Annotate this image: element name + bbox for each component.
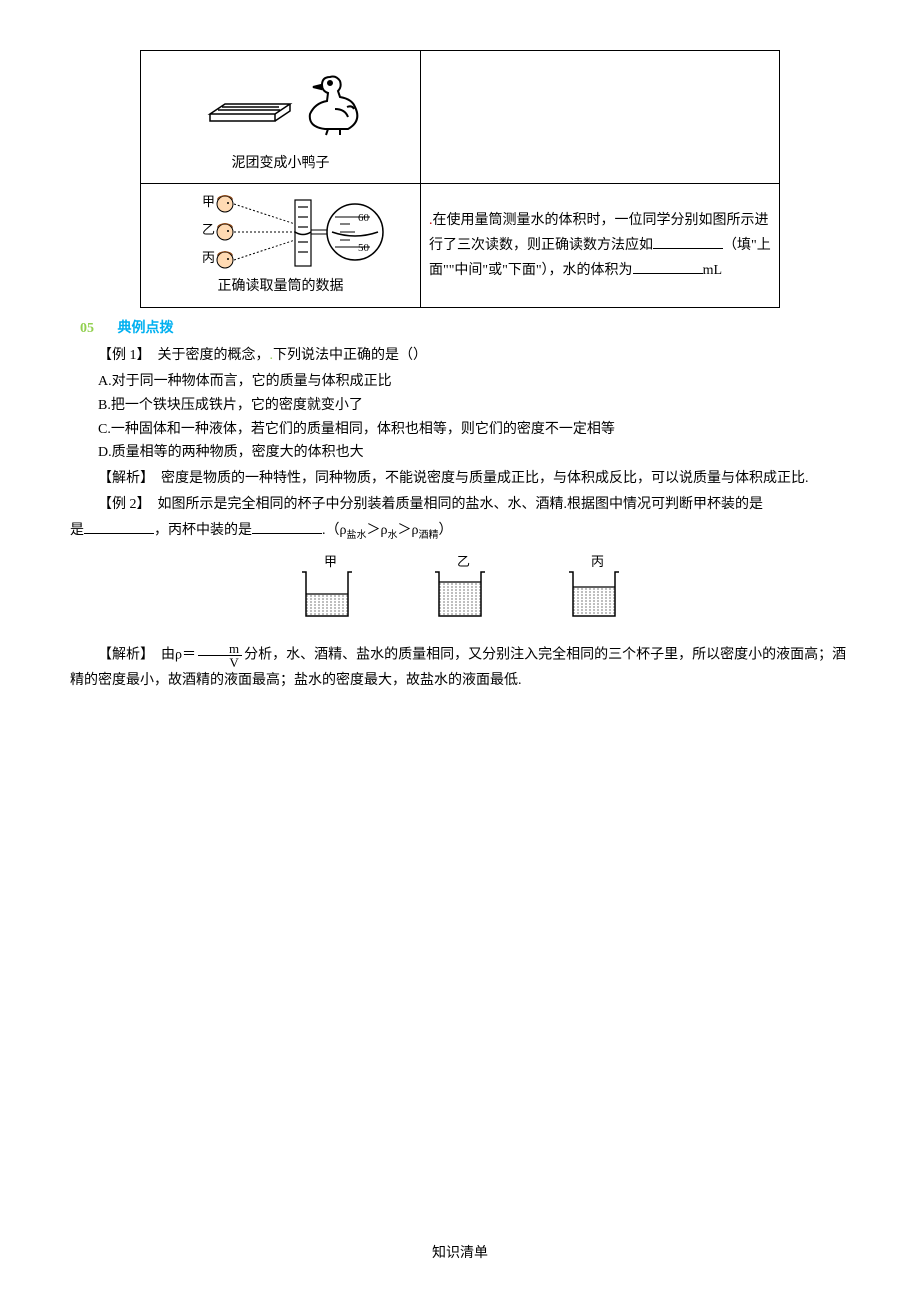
cylinder-cell: 甲 乙 丙 bbox=[141, 184, 421, 307]
footer: 知识清单 bbox=[70, 1243, 850, 1265]
ex2-ans-label: 【解析】 bbox=[98, 648, 147, 663]
ex2-gt2: ＞ρ bbox=[398, 523, 419, 538]
blank-2 bbox=[633, 260, 703, 274]
blank-1 bbox=[653, 235, 723, 249]
frac-top: m bbox=[198, 642, 242, 656]
section-num: 05 bbox=[80, 321, 94, 336]
section-header: 05 典例点拨 bbox=[80, 318, 850, 340]
beaker-b: 乙 bbox=[425, 554, 495, 632]
ex2-p2: ，丙杯中装的是 bbox=[154, 523, 252, 538]
ex2-ans-p1: 由ρ＝ bbox=[161, 648, 196, 663]
figure-table: 泥团变成小鸭子 甲 乙 丙 bbox=[140, 50, 780, 308]
scale-top: 60 bbox=[358, 212, 370, 224]
ex1-ans-label: 【解析】 bbox=[98, 471, 147, 486]
blank-3 bbox=[84, 520, 154, 534]
green-dot-icon: . bbox=[270, 348, 274, 363]
duck-cell: 泥团变成小鸭子 bbox=[141, 51, 421, 184]
frac-bot: V bbox=[198, 656, 242, 669]
duck-illustration bbox=[149, 59, 412, 149]
cylinder-illustration: 甲 乙 丙 bbox=[149, 192, 412, 272]
ex2-p1: 如图所示是完全相同的杯子中分别装着质量相同的盐水、水、酒精.根据图中情况可判断甲… bbox=[158, 497, 764, 512]
blank-4 bbox=[252, 520, 322, 534]
ex2-answer: 【解析】 由ρ＝mV分析，水、酒精、盐水的质量相同，又分别注入完全相同的三个杯子… bbox=[70, 642, 850, 693]
fraction: mV bbox=[198, 642, 242, 669]
ex2-end: ） bbox=[439, 523, 453, 538]
cylinder-unit: mL bbox=[703, 263, 722, 278]
scale-bot: 50 bbox=[358, 242, 370, 254]
ex2-stem: 【例 2】 如图所示是完全相同的杯子中分别装着质量相同的盐水、水、酒精.根据图中… bbox=[70, 493, 850, 517]
ex1-ans-text: 密度是物质的一种特性，同种物质，不能说密度与质量成正比，与体积成反比，可以说质量… bbox=[161, 471, 809, 486]
head-icon bbox=[217, 195, 233, 268]
beaker-a: 甲 bbox=[292, 554, 362, 632]
ex1-label: 【例 1】 bbox=[98, 348, 144, 363]
ex1-stem-text: 关于密度的概念，.下列说法中正确的是（） bbox=[158, 348, 428, 363]
ex2-label: 【例 2】 bbox=[98, 497, 144, 512]
duck-text-cell bbox=[420, 51, 779, 184]
ex2-sub1: 盐水 bbox=[347, 530, 367, 541]
head-top-label: 甲 bbox=[202, 194, 215, 209]
ex1-answer: 【解析】 密度是物质的一种特性，同种物质，不能说密度与质量成正比，与体积成反比，… bbox=[70, 467, 850, 491]
ex2-stem-line2: 是，丙杯中装的是.（ρ盐水＞ρ水＞ρ酒精） bbox=[70, 519, 850, 544]
beaker-row: 甲 乙 丙 bbox=[70, 554, 850, 632]
ex2-sub3: 酒精 bbox=[419, 530, 439, 541]
ex2-gt1: ＞ρ bbox=[367, 523, 388, 538]
duck-caption: 泥团变成小鸭子 bbox=[149, 153, 412, 175]
svg-text:甲: 甲 bbox=[324, 554, 337, 569]
ex2-sub2: 水 bbox=[388, 530, 398, 541]
svg-text:丙: 丙 bbox=[591, 554, 604, 569]
section-title: 典例点拨 bbox=[118, 321, 174, 336]
ex2-p3: .（ρ bbox=[322, 523, 347, 538]
ex1-optC: C.一种固体和一种液体，若它们的质量相同，体积也相等，则它们的密度不一定相等 bbox=[98, 418, 850, 442]
ex1-optB: B.把一个铁块压成铁片，它的密度就变小了 bbox=[98, 394, 850, 418]
cylinder-text-cell: .在使用量筒测量水的体积时，一位同学分别如图所示进行了三次读数，则正确读数方法应… bbox=[420, 184, 779, 307]
ex1-optA: A.对于同一种物体而言，它的质量与体积成正比 bbox=[98, 370, 850, 394]
head-bot-label: 丙 bbox=[202, 250, 215, 265]
cylinder-caption: 正确读取量筒的数据 bbox=[149, 276, 412, 298]
ex1-optD: D.质量相等的两种物质，密度大的体积也大 bbox=[98, 441, 850, 465]
ex1-stem: 【例 1】 关于密度的概念，.下列说法中正确的是（） bbox=[70, 344, 850, 368]
beaker-c: 丙 bbox=[559, 554, 629, 632]
head-mid-label: 乙 bbox=[202, 222, 215, 237]
svg-text:乙: 乙 bbox=[457, 554, 470, 569]
